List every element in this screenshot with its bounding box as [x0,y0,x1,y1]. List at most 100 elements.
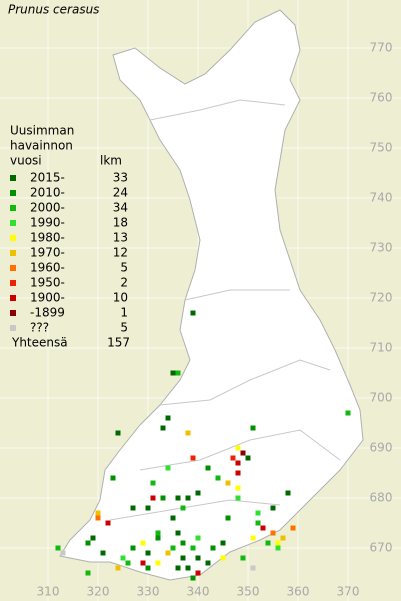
legend-count: 1 [120,306,128,320]
observation-square [260,525,266,531]
observation-square [175,370,181,376]
legend-swatch [10,250,16,256]
observation-square [110,475,116,481]
observation-square [170,515,176,521]
legend-swatch [10,220,16,226]
observation-square [190,575,196,581]
y-axis-label: 670 [370,541,393,555]
region-border [109,499,281,521]
observation-square [85,570,91,576]
observation-square [210,545,216,551]
observation-square [280,535,286,541]
legend-swatch [10,175,16,181]
legend-count: 33 [113,171,128,185]
observation-square [195,570,201,576]
total-count: 157 [107,336,130,350]
observation-square [225,480,231,486]
observation-square [85,540,91,546]
observation-square [150,495,156,501]
observation-square [185,430,191,436]
x-axis-label: 310 [37,585,60,599]
observation-square [105,520,111,526]
y-axis-label: 690 [370,441,393,455]
observation-square [270,530,276,536]
y-axis-label: 730 [370,241,393,255]
observation-square [220,540,226,546]
region-border [149,99,286,121]
observation-square [60,550,66,556]
legend-swatch [10,325,16,331]
observation-square [205,560,211,566]
y-axis-label: 760 [370,91,393,105]
legend: 2015- 33 2010- 24 2000- 34 1990- 18 1980- 13 1970-… [10,171,128,335]
observation-square [55,545,61,551]
total-label: Yhteensä [11,336,68,350]
observation-square [195,490,201,496]
legend-count: 12 [113,246,128,260]
observation-square [255,520,261,526]
observation-square [145,565,151,571]
observation-square [235,460,241,466]
legend-heading: vuosi [10,154,42,168]
legend-label: -1899 [30,306,65,320]
observation-square [240,450,246,456]
title: Prunus cerasus [8,3,99,17]
observation-square [140,560,146,566]
observation-square [195,535,201,541]
legend-label: 2015- [30,171,65,185]
legend-label: ??? [30,321,49,335]
observation-square [180,555,186,561]
legend-label: 1990- [30,216,65,230]
observation-square [290,525,296,531]
observation-square [175,565,181,571]
observation-square [265,540,271,546]
observation-square [125,560,131,566]
x-axis-label: 320 [87,585,110,599]
legend-swatch [10,190,16,196]
observation-square [195,555,201,561]
observation-square [95,515,101,521]
observation-square [130,505,136,511]
observation-square [240,555,246,561]
x-axis-label: 350 [237,585,260,599]
observation-square [120,555,126,561]
y-axis-label: 740 [370,191,393,205]
observation-square [205,465,211,471]
observations [55,310,351,581]
observation-square [250,425,256,431]
finland-outline [59,9,364,581]
legend-count: 18 [113,216,128,230]
observation-square [185,495,191,501]
observation-square [160,495,166,501]
observation-square [255,510,261,516]
x-axis-label: 330 [137,585,160,599]
observation-square [155,535,161,541]
legend-swatch [10,295,16,301]
legend-count: 5 [120,261,128,275]
observation-square [155,530,161,536]
observation-square [115,565,121,571]
legend-swatch [10,205,16,211]
observation-square [165,465,171,471]
y-axis-label: 750 [370,141,393,155]
legend-label: 1980- [30,231,65,245]
observation-square [275,540,281,546]
legend-count: 34 [113,201,128,215]
legend-count: 13 [113,231,128,245]
observation-square [180,540,186,546]
legend-label: 1900- [30,291,65,305]
observation-square [150,480,156,486]
observation-square [165,415,171,421]
legend-swatch [10,310,16,316]
y-axis-label: 710 [370,341,393,355]
legend-label: 2000- [30,201,65,215]
x-axis-label: 360 [287,585,310,599]
observation-square [100,550,106,556]
observation-square [235,485,241,491]
observation-square [250,565,256,571]
observation-square [230,455,236,461]
observation-square [235,495,241,501]
legend-swatch [10,280,16,286]
observation-square [185,565,191,571]
